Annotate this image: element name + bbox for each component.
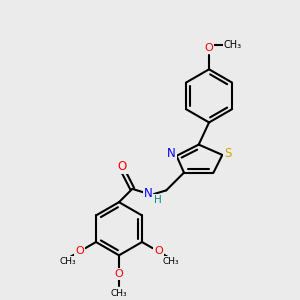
Text: CH₃: CH₃ xyxy=(111,289,127,298)
Text: CH₃: CH₃ xyxy=(162,256,179,266)
Text: S: S xyxy=(224,147,231,160)
Text: O: O xyxy=(75,247,84,256)
Text: CH₃: CH₃ xyxy=(59,256,76,266)
Text: O: O xyxy=(154,247,163,256)
Text: N: N xyxy=(167,147,176,160)
Text: CH₃: CH₃ xyxy=(224,40,242,50)
Text: O: O xyxy=(117,160,127,172)
Text: N: N xyxy=(144,187,152,200)
Text: H: H xyxy=(154,195,162,205)
Text: O: O xyxy=(205,43,213,53)
Text: O: O xyxy=(115,269,123,279)
